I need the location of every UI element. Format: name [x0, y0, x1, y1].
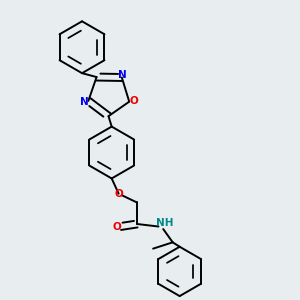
Text: O: O	[112, 221, 121, 232]
Text: NH: NH	[156, 218, 174, 228]
Text: N: N	[80, 97, 89, 107]
Text: O: O	[129, 96, 138, 106]
Text: O: O	[115, 189, 123, 199]
Text: N: N	[118, 70, 127, 80]
